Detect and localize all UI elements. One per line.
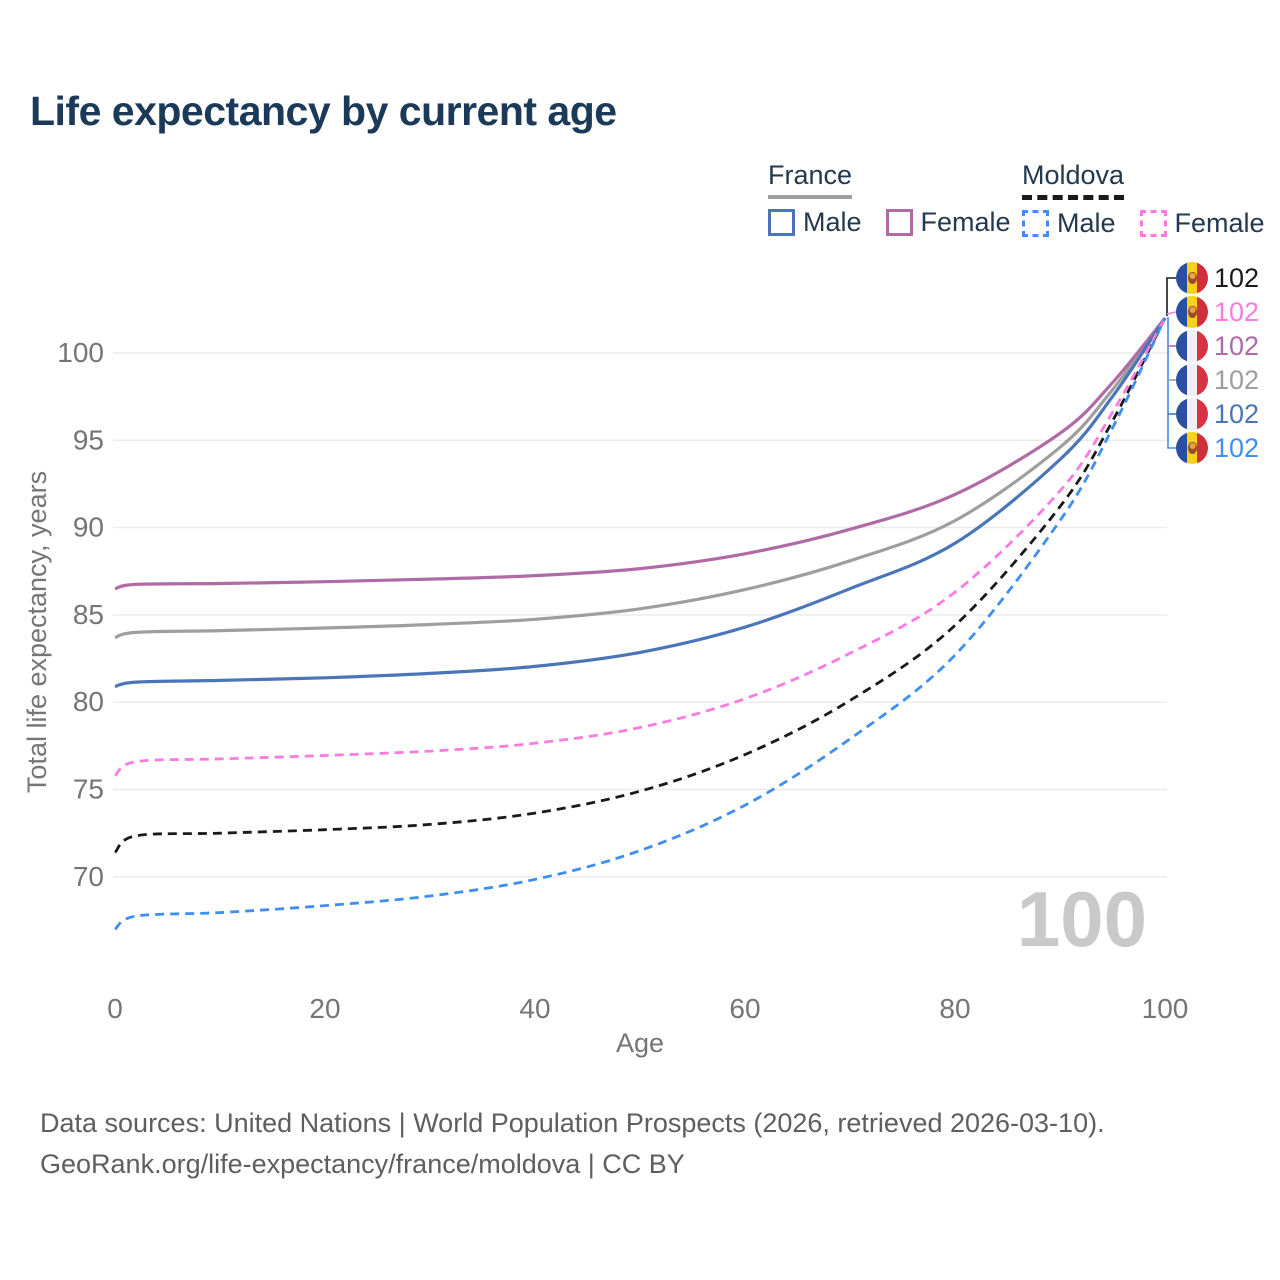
legend-label-france-female: Female (920, 207, 1011, 237)
series-line-moldova-male[interactable] (114, 317, 1167, 931)
legend-group-france: France Male Female (768, 160, 1035, 238)
x-tick-label: 20 (309, 993, 340, 1024)
legend-label-moldova-female: Female (1174, 208, 1265, 238)
footer: Data sources: United Nations | World Pop… (40, 1103, 1105, 1185)
x-tick-label: 100 (1142, 993, 1189, 1024)
series-line-france-male[interactable] (114, 317, 1167, 689)
legend-country-france[interactable]: France (768, 160, 853, 199)
y-axis-title: Total life expectancy, years (22, 471, 52, 793)
x-tick-label: 60 (729, 993, 760, 1024)
footer-attribution: GeoRank.org/life-expectancy/france/moldo… (40, 1149, 685, 1179)
y-tick-label: 95 (73, 424, 104, 455)
moldova-female-swatch-icon (1139, 210, 1167, 237)
page-title: Life expectancy by current age (30, 88, 617, 134)
legend-item-moldova-male[interactable]: Male (1022, 208, 1116, 239)
x-tick-label: 40 (519, 993, 550, 1024)
x-tick-label: 80 (939, 993, 970, 1024)
current-age-watermark: 100 (1017, 875, 1147, 963)
legend-item-moldova-female[interactable]: Female (1139, 208, 1265, 239)
end-label-leader-moldova-total (1166, 277, 1176, 316)
legend-item-france-female[interactable]: Female (885, 207, 1011, 238)
y-tick-label: 70 (73, 861, 104, 892)
y-tick-label: 80 (73, 686, 104, 717)
x-tick-label: 0 (107, 993, 123, 1024)
legend-label-france-male: Male (803, 207, 862, 237)
legend-country-moldova[interactable]: Moldova (1022, 160, 1125, 200)
series-line-moldova-female[interactable] (114, 317, 1167, 777)
y-tick-label: 90 (73, 512, 104, 543)
legend-item-france-male[interactable]: Male (768, 207, 862, 238)
france-male-swatch-icon (768, 209, 795, 236)
footer-data-sources: Data sources: United Nations | World Pop… (40, 1108, 1105, 1138)
x-axis-title: Age (616, 1028, 664, 1058)
y-tick-label: 100 (57, 337, 104, 368)
y-tick-label: 85 (73, 599, 104, 630)
legend-group-moldova: Moldova Male Female (1022, 160, 1280, 239)
end-label-leader-moldova-female (1166, 311, 1177, 315)
france-female-swatch-icon (885, 209, 913, 236)
legend-label-moldova-male: Male (1057, 208, 1116, 238)
moldova-male-swatch-icon (1022, 210, 1049, 237)
series-line-moldova-total[interactable] (113, 317, 1167, 854)
series-line-france-female[interactable] (114, 317, 1167, 591)
end-label-leader-moldova-male (1167, 317, 1176, 449)
y-tick-label: 75 (73, 774, 104, 805)
series-line-france-total[interactable] (114, 317, 1167, 640)
